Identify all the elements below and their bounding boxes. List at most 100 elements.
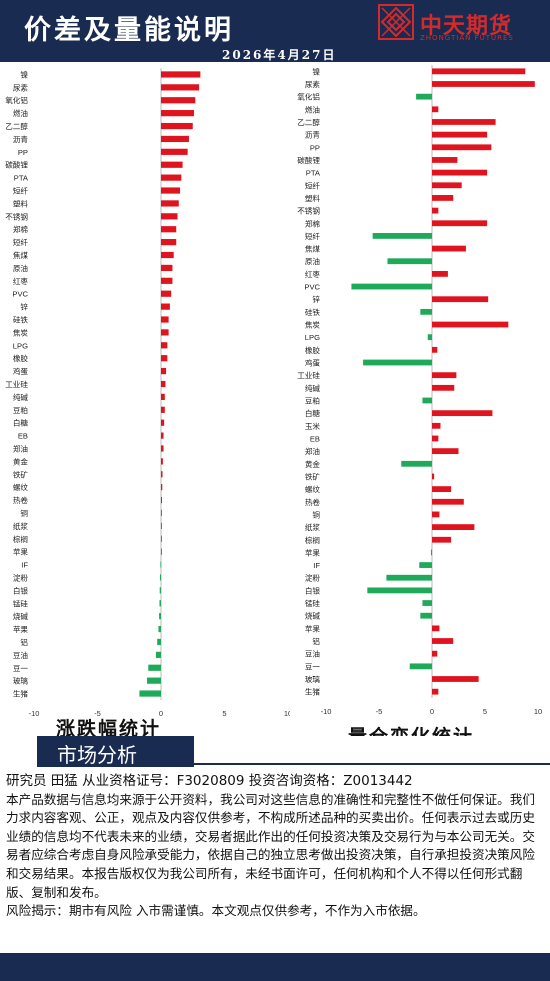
volume-oi-bar bbox=[432, 195, 454, 201]
price-change-category-label: 锰硅 bbox=[13, 598, 29, 608]
volume-oi-category-label: 不锈钢 bbox=[297, 206, 320, 216]
volume-oi-bar bbox=[432, 270, 448, 277]
price-change-category-label: 郑棉 bbox=[13, 224, 29, 234]
volume-oi-bar bbox=[432, 296, 489, 303]
volume-oi-bar bbox=[432, 486, 452, 493]
price-change-bar bbox=[161, 71, 201, 78]
volume-oi-category-label: 沥青 bbox=[305, 130, 321, 140]
volume-oi-category-label: PTA bbox=[306, 169, 321, 178]
volume-oi-bar bbox=[432, 498, 464, 505]
volume-oi-category-label: 棕榈 bbox=[305, 535, 320, 545]
price-change-bar bbox=[161, 355, 168, 362]
volume-oi-category-label: 燃油 bbox=[305, 104, 320, 114]
price-change-bar bbox=[161, 148, 188, 155]
volume-oi-bar bbox=[430, 549, 432, 556]
volume-oi-category-label: 苹果 bbox=[305, 547, 321, 557]
page-title: 价差及量能说明 bbox=[24, 15, 234, 46]
price-change-bar bbox=[161, 97, 196, 104]
price-change-bar bbox=[161, 393, 165, 400]
price-change-bar bbox=[161, 484, 163, 491]
price-change-bar bbox=[160, 561, 162, 568]
price-change-bar bbox=[161, 122, 193, 130]
price-change-category-label: 生猪 bbox=[13, 689, 29, 699]
volume-oi-bar bbox=[367, 587, 432, 594]
researcher-info: 研究员 田猛 从业资格证号：F3020809 投资咨询资格：Z0013442 bbox=[6, 773, 413, 789]
volume-oi-category-label: 焦煤 bbox=[305, 244, 321, 254]
volume-oi-bar bbox=[432, 321, 509, 328]
company-name: 中天期货 bbox=[420, 14, 513, 39]
price-change-tick-label: 0 bbox=[159, 709, 163, 718]
price-change-bar bbox=[161, 316, 169, 323]
volume-oi-bar bbox=[420, 308, 432, 315]
volume-oi-category-label: 纯碱 bbox=[305, 383, 321, 393]
volume-oi-category-label: 玉米 bbox=[305, 421, 321, 431]
volume-oi-category-label: 焦炭 bbox=[305, 320, 321, 330]
price-change-tick-label: -10 bbox=[29, 709, 40, 718]
price-change-category-label: PVC bbox=[12, 290, 28, 299]
price-change-bar bbox=[161, 509, 162, 517]
price-change-category-label: 短纤 bbox=[13, 237, 29, 247]
price-change-category-label: 氧化铝 bbox=[5, 95, 28, 105]
price-change-bar bbox=[159, 574, 161, 581]
price-change-bar bbox=[161, 419, 165, 426]
volume-oi-bar bbox=[422, 397, 432, 404]
company-logo-icon bbox=[378, 4, 414, 40]
price-change-category-label: 豆油 bbox=[13, 650, 28, 660]
volume-oi-category-label: LPG bbox=[305, 333, 320, 342]
price-change-category-label: 黄金 bbox=[13, 456, 29, 466]
price-change-category-label: 沥青 bbox=[13, 134, 29, 144]
volume-oi-bar bbox=[432, 119, 496, 125]
volume-oi-bar bbox=[432, 106, 439, 113]
price-change-category-label: 棕榈 bbox=[13, 534, 28, 544]
price-change-category-label: PP bbox=[18, 148, 28, 157]
price-change-bar bbox=[161, 110, 195, 117]
price-change-bar bbox=[161, 342, 168, 349]
volume-oi-category-label: 红枣 bbox=[305, 269, 321, 279]
volume-oi-category-label: EB bbox=[310, 434, 320, 443]
price-change-category-label: 纸浆 bbox=[13, 521, 29, 531]
volume-oi-bar bbox=[432, 169, 488, 176]
volume-oi-bar bbox=[432, 422, 441, 429]
volume-oi-category-label: 原油 bbox=[305, 256, 320, 266]
company-name-en: ZHONGTIAN FUTURES bbox=[420, 34, 514, 42]
volume-oi-bar bbox=[432, 650, 438, 657]
volume-oi-bar bbox=[432, 182, 462, 189]
price-change-category-label: 镍 bbox=[20, 69, 28, 79]
price-change-bar bbox=[161, 471, 163, 478]
price-change-category-label: 豆一 bbox=[13, 664, 29, 673]
price-change-category-label: 郑油 bbox=[13, 443, 28, 453]
volume-oi-change-chart: 镍尿素氧化铝燃油乙二醇沥青PP碳酸锂PTA短纤塑料不锈钢郑棉短纤焦煤原油红枣PV… bbox=[297, 65, 542, 716]
price-change-bar bbox=[161, 251, 174, 259]
price-change-bar bbox=[161, 303, 170, 310]
volume-oi-category-label: 工业硅 bbox=[297, 370, 320, 380]
volume-oi-category-label: 郑棉 bbox=[305, 218, 321, 228]
volume-oi-category-label: 白银 bbox=[305, 585, 321, 595]
price-change-bar bbox=[161, 522, 162, 529]
volume-oi-bar bbox=[432, 676, 479, 682]
volume-oi-category-label: PP bbox=[310, 143, 320, 152]
volume-oi-category-label: 豆一 bbox=[305, 662, 321, 671]
disclaimer-body: 本产品数据与信息均来源于公开资料，我公司对这些信息的准确性和完整性不做任何保证。… bbox=[6, 791, 535, 900]
header-banner: 价差及量能说明 2026年4月27日 中天期货 ZHONGTIAN FUTURE… bbox=[0, 0, 550, 62]
price-change-bar bbox=[157, 638, 161, 646]
price-change-category-label: 铁矿 bbox=[13, 469, 29, 479]
price-change-category-label: 焦煤 bbox=[13, 250, 29, 260]
volume-oi-tick-label: -10 bbox=[321, 707, 332, 716]
volume-oi-bar bbox=[432, 346, 438, 353]
volume-oi-category-label: 鸡蛋 bbox=[305, 358, 321, 368]
price-change-category-label: 鸡蛋 bbox=[13, 366, 29, 376]
price-change-category-label: 硅铁 bbox=[13, 315, 29, 325]
volume-oi-category-label: 郑油 bbox=[305, 446, 320, 456]
analysis-divider bbox=[194, 763, 550, 765]
price-change-bar bbox=[161, 174, 182, 181]
price-change-bar bbox=[139, 690, 161, 697]
price-change-tick-label: 10 bbox=[284, 709, 290, 718]
volume-oi-bar bbox=[387, 258, 432, 265]
price-change-category-label: 碳酸锂 bbox=[5, 160, 28, 170]
volume-oi-category-label: IF bbox=[313, 561, 320, 570]
volume-oi-category-label: 铁矿 bbox=[305, 471, 321, 481]
price-change-bar bbox=[161, 264, 173, 272]
price-change-category-label: 热卷 bbox=[13, 495, 29, 505]
price-change-bar bbox=[161, 432, 164, 439]
volume-oi-bar bbox=[401, 460, 432, 467]
